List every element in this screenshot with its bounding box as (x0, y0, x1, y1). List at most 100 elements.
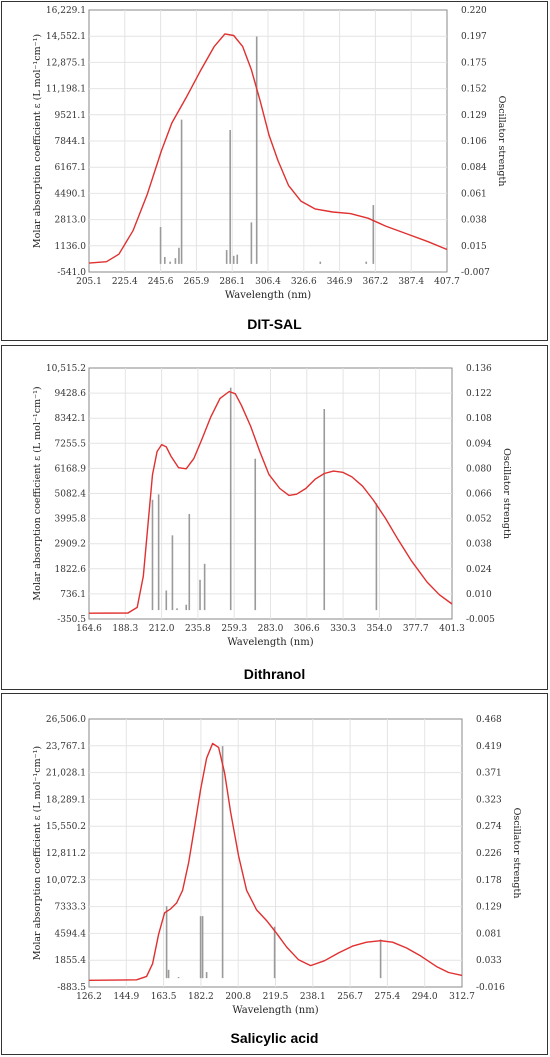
y2-tick-label: 0.323 (476, 795, 502, 805)
y-tick-label: 11,198.1 (46, 85, 86, 95)
x-tick-label: 219.5 (263, 992, 289, 1002)
x-tick-label: 200.8 (225, 992, 251, 1002)
x-tick-label: 275.4 (375, 992, 401, 1002)
y2-tick-label: -0.007 (461, 268, 490, 278)
y-tick-label: 1855.4 (55, 956, 87, 966)
x-tick-label: 367.2 (363, 277, 389, 287)
y2-tick-label: 0.419 (476, 742, 502, 752)
y-tick-label: 5082.4 (55, 490, 87, 500)
y-tick-label: 12,875.1 (46, 58, 86, 68)
chart-dit-sal: 205.1 225.4 245.6 265.9 286.1 306.4 326.6 346.9… (32, 6, 507, 301)
x-tick-label: 245.6 (148, 277, 174, 287)
y2-tick-label: 0.178 (476, 876, 502, 886)
y2-tick-label: 0.226 (476, 849, 502, 859)
chart-salicylic-acid: 126.2 144.9 163.5 182.2 200.8 219.5 238.1 256.7… (32, 715, 522, 1016)
x-axis-label: Wavelength (nm) (232, 1005, 318, 1016)
y2-tick-label: 0.197 (461, 32, 487, 42)
y2-axis-label: Oscillator strength (501, 448, 512, 539)
x-tick-label: 306.4 (255, 277, 281, 287)
x-tick-label: 354.0 (367, 624, 393, 634)
y2-tick-label: 0.010 (466, 590, 492, 600)
y2-tick-label: -0.016 (476, 983, 505, 993)
y-tick-label: 15,550.2 (46, 822, 86, 832)
y2-tick-label: 0.129 (476, 903, 502, 913)
y2-tick-label: 0.136 (466, 364, 492, 374)
y-tick-label: 2813.0 (55, 216, 87, 226)
y-tick-label: 10,072.3 (46, 876, 86, 886)
y-tick-label: 9521.1 (55, 111, 87, 121)
y-tick-label: 16,229.1 (46, 6, 86, 16)
y-tick-label: -541.0 (57, 268, 86, 278)
chart-caption: DIT-SAL (247, 316, 302, 332)
x-tick-label: 188.3 (112, 624, 138, 634)
y2-tick-label: 0.066 (466, 490, 492, 500)
y2-tick-label: -0.005 (466, 615, 495, 625)
y-tick-label: 7255.5 (55, 439, 87, 449)
x-tick-label: 346.9 (327, 277, 353, 287)
x-tick-label: 163.5 (151, 992, 177, 1002)
y2-tick-label: 0.038 (466, 540, 492, 550)
y-axis-label: Molar absorption coefficient ε (L mol⁻¹c… (32, 34, 43, 248)
y2-tick-label: 0.061 (461, 189, 487, 199)
x-tick-label: 377.7 (403, 624, 429, 634)
x-axis-label: Wavelength (nm) (225, 290, 311, 301)
x-tick-label: 225.4 (112, 277, 138, 287)
y-tick-label: 23,767.1 (46, 742, 86, 752)
y-tick-label: 6167.1 (55, 163, 87, 173)
y-tick-label: 1822.6 (55, 565, 87, 575)
y-tick-label: 2909.2 (55, 540, 87, 550)
x-tick-label: 306.6 (294, 624, 320, 634)
y2-tick-label: 0.015 (461, 242, 487, 252)
y2-tick-label: 0.220 (461, 6, 487, 16)
chart-caption: Salicylic acid (230, 1030, 319, 1046)
x-tick-label: 212.0 (149, 624, 175, 634)
y-tick-label: 7844.1 (55, 137, 87, 147)
y2-tick-label: 0.371 (476, 769, 502, 779)
x-axis-label: Wavelength (nm) (227, 637, 313, 648)
x-tick-label: 283.0 (258, 624, 284, 634)
y2-tick-label: 0.274 (476, 822, 502, 832)
y-tick-label: 736.1 (60, 590, 86, 600)
y-tick-label: 4490.1 (55, 189, 87, 199)
absorption-curve (88, 390, 453, 614)
y-tick-label: 21,028.1 (46, 769, 86, 779)
x-tick-label: 294.0 (412, 992, 438, 1002)
chart-caption: Dithranol (243, 666, 306, 682)
x-tick-label: 256.7 (337, 992, 363, 1002)
x-tick-label: 164.6 (76, 624, 102, 634)
y2-tick-label: 0.033 (476, 956, 502, 966)
y-axis-label: Molar absorption coefficient ε (L mol⁻¹c… (32, 746, 43, 960)
y-tick-label: 14,552.1 (46, 32, 86, 42)
y2-axis-label: Oscillator strength (496, 96, 507, 187)
y-tick-label: 3995.8 (55, 515, 87, 525)
x-tick-label: 401.3 (439, 624, 465, 634)
y2-tick-label: 0.084 (461, 163, 487, 173)
x-tick-label: 205.1 (76, 277, 102, 287)
y-tick-label: 6168.9 (55, 464, 87, 474)
y2-tick-label: 0.038 (461, 216, 487, 226)
y2-tick-label: 0.081 (476, 929, 502, 939)
x-tick-label: 182.2 (188, 992, 214, 1002)
x-tick-label: 265.9 (184, 277, 210, 287)
y-tick-label: 26,506.0 (46, 715, 86, 725)
y-axis-label: Molar absorption coefficient ε (L mol⁻¹c… (32, 386, 43, 600)
chart-panel-salicylic-acid: 126.2 144.9 163.5 182.2 200.8 219.5 238.1 256.7… (1, 693, 548, 1055)
y2-tick-label: 0.175 (461, 58, 487, 68)
y-tick-label: 1136.0 (55, 242, 87, 252)
y-tick-label: -350.5 (57, 615, 86, 625)
x-tick-label: 126.2 (76, 992, 102, 1002)
y2-tick-label: 0.108 (466, 414, 492, 424)
y-tick-label: 12,811.2 (46, 849, 86, 859)
y2-tick-label: 0.468 (476, 715, 502, 725)
y2-axis-label: Oscillator strength (511, 808, 522, 899)
y-tick-label: 10,515.2 (46, 364, 86, 374)
x-tick-label: 235.8 (185, 624, 211, 634)
x-tick-label: 238.1 (300, 992, 326, 1002)
y2-tick-label: 0.024 (466, 565, 492, 575)
y-tick-label: -883.5 (57, 983, 86, 993)
y-tick-label: 4594.4 (55, 929, 87, 939)
absorption-curve (88, 742, 463, 981)
x-tick-label: 387.4 (398, 277, 424, 287)
x-tick-label: 312.7 (449, 992, 475, 1002)
chart-dithranol: 164.6 188.3 212.0 235.8 259.3 283.0 306.6 330.3… (32, 364, 512, 648)
